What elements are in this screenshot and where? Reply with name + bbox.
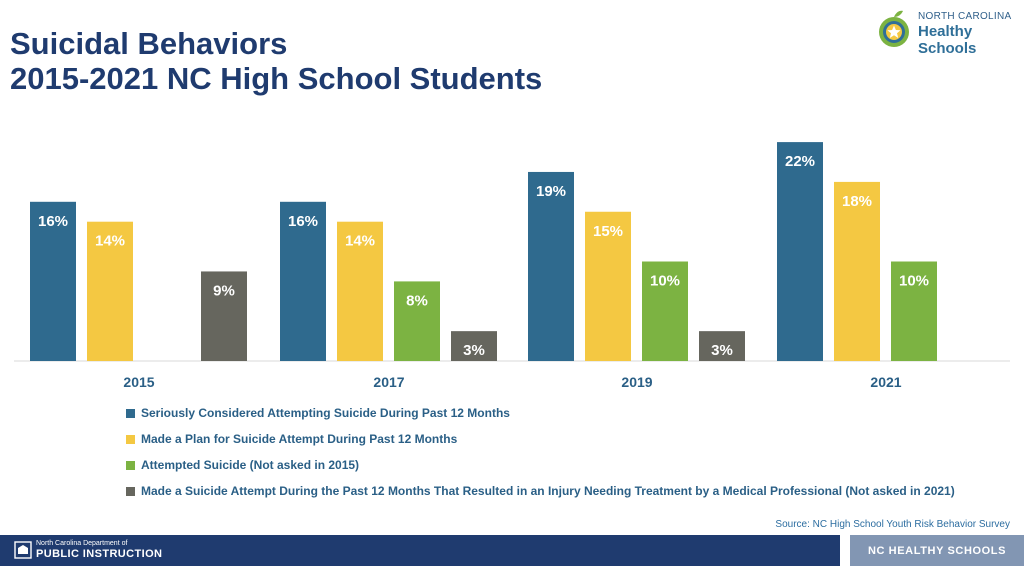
data-label-2017-series-1: 16% [288, 213, 318, 230]
data-label-2019-series-4: 3% [711, 342, 733, 359]
footer-brand-panel: NC HEALTHY SCHOOLS [850, 535, 1024, 566]
dpi-seal-icon [14, 541, 32, 559]
data-label-2015-series-1: 16% [38, 213, 68, 230]
footer-brand-label: NC HEALTHY SCHOOLS [867, 544, 1007, 557]
data-label-2017-series-2: 14% [345, 233, 375, 250]
data-label-2021-series-2: 18% [842, 193, 872, 210]
bar-2017-series-3 [394, 281, 440, 361]
bar-2015-series-4 [201, 271, 247, 361]
x-tick-label-2021: 2021 [870, 374, 901, 390]
data-label-2019-series-1: 19% [536, 183, 566, 200]
dpi-name-line2: PUBLIC INSTRUCTION [36, 548, 163, 560]
title-line-1: Suicidal Behaviors [10, 26, 288, 61]
legend-label-4: Made a Suicide Attempt During the Past 1… [141, 484, 955, 498]
bar-2017-series-1 [280, 201, 326, 361]
x-tick-label-2017: 2017 [373, 374, 404, 390]
bar-2021-series-3 [891, 261, 937, 361]
legend-swatch-2 [126, 434, 135, 444]
footer-bar [0, 535, 840, 566]
bar-2017-series-4 [451, 331, 497, 361]
bar-2019-series-2 [585, 211, 631, 361]
legend-item-3: Attempted Suicide (Not asked in 2015) [126, 452, 955, 478]
legend-label-1: Seriously Considered Attempting Suicide … [141, 406, 510, 420]
x-tick-label-2015: 2015 [123, 374, 154, 390]
data-label-2015-series-4: 9% [213, 282, 235, 299]
x-tick-label-2019: 2019 [621, 374, 652, 390]
bar-2021-series-1 [777, 142, 823, 361]
data-label-2017-series-4: 3% [463, 342, 485, 359]
legend-item-4: Made a Suicide Attempt During the Past 1… [126, 478, 955, 504]
legend-swatch-1 [126, 408, 135, 418]
data-label-2015-series-2: 14% [95, 233, 125, 250]
data-label-2021-series-3: 10% [899, 273, 929, 290]
bar-2015-series-1 [30, 201, 76, 361]
legend-item-1: Seriously Considered Attempting Suicide … [126, 400, 955, 426]
data-label-2017-series-3: 8% [406, 292, 428, 309]
legend-item-2: Made a Plan for Suicide Attempt During P… [126, 426, 955, 452]
legend-label-2: Made a Plan for Suicide Attempt During P… [141, 432, 458, 446]
data-label-2019-series-3: 10% [650, 273, 680, 290]
data-label-2019-series-2: 15% [593, 223, 623, 240]
bar-2015-series-2 [87, 221, 133, 361]
logo-text-state: NORTH CAROLINA [918, 11, 1012, 22]
bar-2021-series-2 [834, 181, 880, 361]
bar-2019-series-4 [699, 331, 745, 361]
title-line-2: 2015-2021 NC High School Students [10, 61, 543, 96]
bar-2019-series-1 [528, 171, 574, 361]
chart-legend: Seriously Considered Attempting Suicide … [126, 400, 955, 504]
bar-chart: 16% 16% 19% 22% 14% 14% 15% 18% 8% 10% 10% 9% 3% 3% 20… [14, 142, 1010, 390]
page-title: Suicidal Behaviors 2015-2021 NC High Sch… [10, 26, 542, 96]
data-label-2021-series-1: 22% [785, 153, 815, 170]
dpi-name-line1: North Carolina Department of [36, 540, 128, 547]
logo-text-name: Healthy Schools [918, 23, 977, 57]
apple-star-icon [879, 10, 909, 47]
bar-2017-series-2 [337, 221, 383, 361]
source-note: Source: NC High School Youth Risk Behavi… [775, 519, 1010, 530]
bar-2019-series-3 [642, 261, 688, 361]
legend-swatch-3 [126, 460, 135, 470]
legend-label-3: Attempted Suicide (Not asked in 2015) [141, 458, 360, 472]
legend-swatch-4 [126, 486, 135, 496]
nc-healthy-schools-logo [879, 10, 909, 47]
